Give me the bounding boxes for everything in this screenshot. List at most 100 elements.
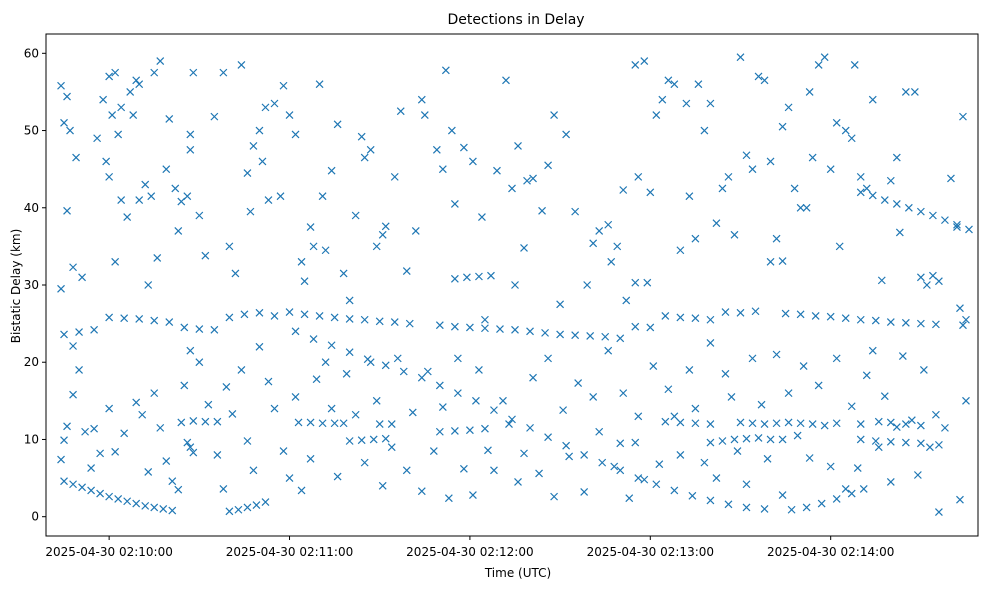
- data-point: [742, 151, 751, 160]
- data-point: [390, 172, 399, 181]
- data-point: [631, 438, 640, 447]
- data-point: [868, 346, 877, 355]
- data-point: [604, 220, 613, 229]
- data-point: [941, 423, 949, 432]
- data-point: [237, 60, 246, 69]
- data-point: [499, 396, 507, 405]
- data-point: [255, 308, 264, 317]
- data-point: [153, 254, 162, 262]
- data-point: [571, 207, 580, 216]
- data-point: [183, 192, 192, 201]
- data-point: [631, 322, 640, 331]
- data-point: [772, 419, 781, 428]
- data-point: [387, 420, 396, 428]
- data-point: [814, 60, 823, 69]
- data-point: [724, 172, 733, 181]
- data-point: [246, 207, 255, 216]
- y-tick-label: 30: [24, 278, 39, 292]
- data-point: [646, 188, 655, 197]
- data-point: [411, 227, 420, 235]
- data-point: [417, 487, 426, 496]
- data-point: [622, 296, 631, 305]
- data-point: [760, 420, 769, 428]
- data-point: [255, 126, 264, 135]
- data-point: [562, 441, 571, 450]
- data-point: [643, 278, 652, 287]
- data-point: [772, 350, 781, 359]
- data-point: [610, 462, 619, 471]
- data-point: [297, 257, 306, 266]
- data-point: [841, 126, 850, 135]
- data-point: [195, 325, 204, 333]
- data-point: [219, 68, 228, 77]
- data-point: [832, 495, 841, 503]
- x-axis-label: Time (UTC): [484, 566, 551, 580]
- data-point: [381, 222, 390, 231]
- data-point: [132, 398, 141, 407]
- data-point: [742, 503, 751, 512]
- data-point: [538, 206, 546, 215]
- data-point: [150, 316, 159, 325]
- data-point: [258, 157, 267, 166]
- data-point: [559, 406, 568, 415]
- data-point: [520, 449, 528, 458]
- data-point: [580, 450, 589, 459]
- data-point: [751, 307, 760, 316]
- data-point: [186, 346, 195, 355]
- data-point: [706, 420, 715, 428]
- data-point: [478, 213, 486, 221]
- data-point: [300, 277, 309, 286]
- data-point: [721, 308, 730, 316]
- y-axis-label: Bistatic Delay (km): [9, 229, 23, 344]
- data-point: [880, 392, 889, 401]
- data-point: [589, 239, 598, 248]
- data-point: [856, 420, 865, 428]
- data-point: [931, 410, 940, 419]
- data-point: [138, 410, 147, 419]
- data-point: [619, 389, 628, 398]
- data-point: [787, 505, 796, 514]
- data-point: [291, 327, 300, 336]
- data-point: [189, 448, 198, 457]
- data-point: [871, 316, 880, 325]
- data-point: [676, 246, 685, 255]
- data-point: [87, 464, 96, 472]
- y-axis-ticks: 0 10 20 30 40 50 60: [24, 46, 46, 524]
- data-point: [123, 213, 132, 221]
- data-point: [850, 60, 859, 69]
- data-point: [375, 317, 384, 326]
- data-point: [111, 257, 120, 266]
- data-point: [276, 192, 285, 201]
- data-point: [255, 342, 264, 351]
- data-point: [327, 166, 336, 175]
- data-point: [468, 157, 477, 166]
- data-point: [270, 99, 279, 108]
- data-point: [309, 242, 318, 251]
- data-point: [922, 281, 931, 289]
- data-point: [63, 422, 71, 431]
- data-point: [959, 112, 967, 121]
- data-point: [369, 435, 378, 444]
- data-point: [144, 467, 153, 476]
- data-point: [962, 396, 970, 405]
- data-point: [75, 366, 83, 374]
- data-point: [904, 203, 913, 212]
- plot-frame: [45, 33, 979, 537]
- data-point: [279, 81, 288, 90]
- data-point: [925, 443, 934, 452]
- data-point: [60, 330, 68, 339]
- x-tick-label: 2025-04-30 02:13:00: [587, 545, 714, 559]
- data-point: [195, 358, 204, 367]
- data-point: [372, 242, 381, 251]
- data-point: [264, 377, 273, 386]
- data-point: [237, 366, 246, 374]
- data-point: [330, 313, 339, 322]
- data-point: [111, 68, 120, 77]
- data-point: [856, 435, 865, 444]
- data-point: [189, 417, 198, 425]
- data-point: [841, 314, 850, 323]
- data-point: [99, 95, 108, 104]
- data-point: [57, 284, 65, 293]
- data-point: [285, 111, 294, 120]
